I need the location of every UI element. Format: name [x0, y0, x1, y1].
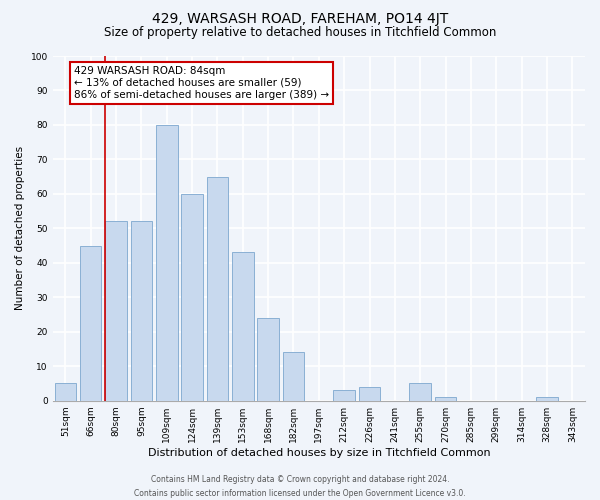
Text: 429 WARSASH ROAD: 84sqm
← 13% of detached houses are smaller (59)
86% of semi-de: 429 WARSASH ROAD: 84sqm ← 13% of detache…: [74, 66, 329, 100]
Bar: [435, 398, 457, 400]
Bar: [206, 176, 228, 400]
Bar: [283, 352, 304, 401]
X-axis label: Distribution of detached houses by size in Titchfield Common: Distribution of detached houses by size …: [148, 448, 490, 458]
Bar: [232, 252, 254, 400]
Bar: [156, 125, 178, 400]
Bar: [181, 194, 203, 400]
Bar: [257, 318, 279, 400]
Text: Contains HM Land Registry data © Crown copyright and database right 2024.
Contai: Contains HM Land Registry data © Crown c…: [134, 476, 466, 498]
Text: 429, WARSASH ROAD, FAREHAM, PO14 4JT: 429, WARSASH ROAD, FAREHAM, PO14 4JT: [152, 12, 448, 26]
Bar: [536, 398, 558, 400]
Bar: [105, 222, 127, 400]
Bar: [55, 384, 76, 400]
Y-axis label: Number of detached properties: Number of detached properties: [15, 146, 25, 310]
Bar: [409, 384, 431, 400]
Bar: [80, 246, 101, 400]
Bar: [334, 390, 355, 400]
Bar: [359, 387, 380, 400]
Bar: [131, 222, 152, 400]
Text: Size of property relative to detached houses in Titchfield Common: Size of property relative to detached ho…: [104, 26, 496, 39]
